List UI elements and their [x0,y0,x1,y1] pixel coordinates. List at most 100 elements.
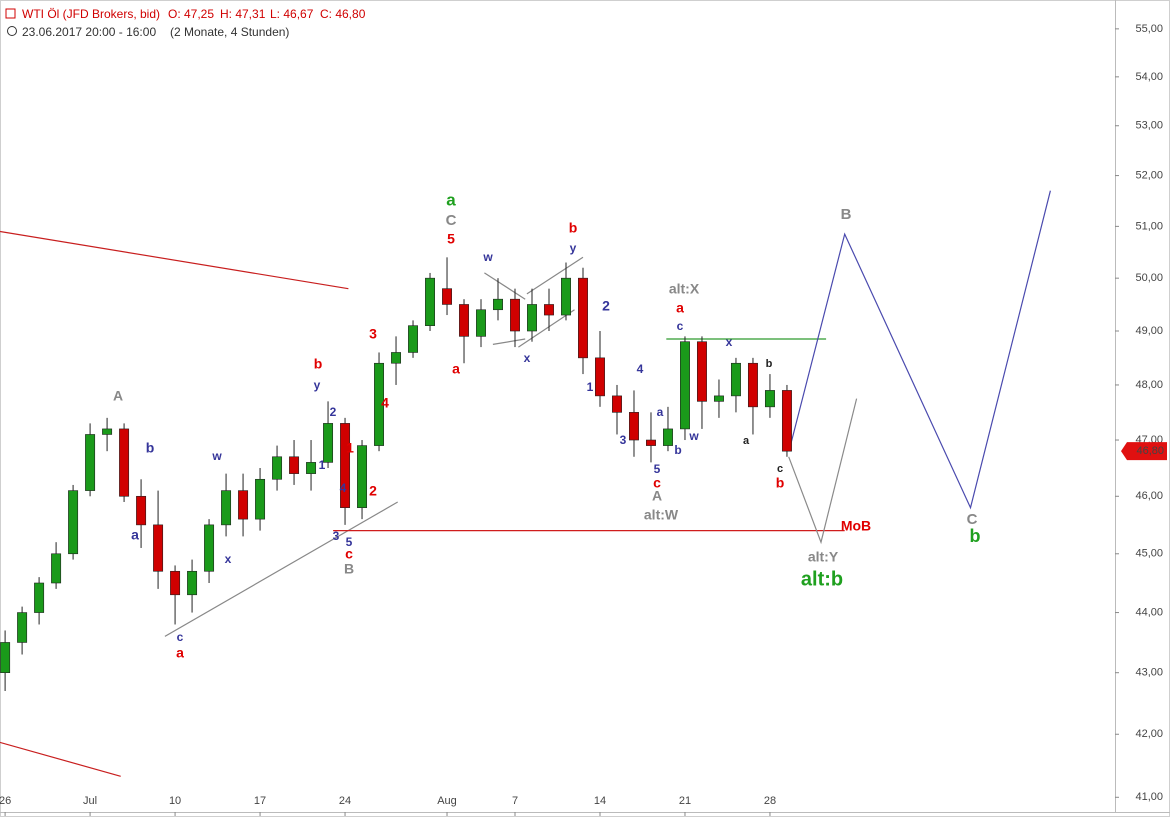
y-tick-label: 48,00 [1135,379,1163,391]
candle-body [102,428,113,435]
wave-label: alt:b [801,568,843,590]
wave-label: alt:X [669,281,700,297]
wave-label: a [131,527,139,543]
wave-label: x [726,335,733,349]
candle-body [306,462,317,474]
wave-label: c [177,630,184,644]
drawing-line [484,272,526,300]
candle-body [476,309,486,337]
wave-label: b [674,443,681,457]
header: WTI Öl (JFD Brokers, bid) O: 47,25 H: 47… [5,7,366,39]
wave-label: y [314,378,321,392]
candle-body [493,298,503,311]
candle-body [170,570,181,596]
candle-body [255,478,266,520]
candle-body [408,325,419,353]
wave-label: w [688,429,699,443]
candle-body [442,288,452,305]
y-tick-label: 52,00 [1135,169,1163,181]
y-tick-label: 44,00 [1135,606,1163,618]
symbol: WTI Öl (JFD Brokers, bid) [22,7,160,21]
x-tick-label: 26 [0,795,11,807]
candle-body [272,456,283,480]
candle-body [612,395,622,413]
wave-label: 5 [346,535,353,549]
candle-body [374,362,385,446]
wave-label: 4 [340,481,347,495]
candle-body [323,423,334,463]
candle-body [663,428,673,446]
wave-label: 4 [381,395,389,411]
wave-label: 3 [620,433,627,447]
drawings [0,190,1051,777]
wave-label: A [652,488,662,504]
wave-label: 5 [447,231,455,247]
candle-body [595,357,605,397]
ohlc-open: O: 47,25 [168,7,214,21]
y-tick-label: 51,00 [1135,220,1163,232]
wave-label: a [176,645,184,661]
candle-body [153,524,164,572]
wave-label: w [211,449,222,463]
candles [0,257,792,692]
wave-label: alt:Y [808,549,839,565]
drawing-line [788,398,858,545]
date-range: 23.06.2017 20:00 - 16:00 [22,25,156,39]
wave-label: b [146,440,155,456]
candle-body [119,428,130,497]
candle-body [340,423,351,508]
candle-body [696,341,707,402]
wave-label: 3 [369,326,377,342]
wave-label: c [345,546,353,562]
wave-label: 2 [330,405,337,419]
wave-label: 5 [654,462,661,476]
candle-body [544,304,554,316]
ohlc-close: C: 46,80 [320,7,366,21]
candle-body [221,490,232,526]
wave-label: 1 [319,458,326,472]
y-tick-label: 42,00 [1135,728,1163,740]
wave-label: 1 [587,380,594,394]
y-tick-label: 46,00 [1135,490,1163,502]
ohlc-low: L: 46,67 [270,7,314,21]
x-tick-label: Aug [437,795,457,807]
period: (2 Monate, 4 Stunden) [170,25,289,39]
candle-body [204,524,215,572]
wave-label: a [452,361,460,377]
drawing-line [492,338,526,345]
clock-icon [7,26,17,36]
y-tick-label: 49,00 [1135,325,1163,337]
wave-label: alt:W [644,507,679,523]
x-tick-label: 28 [764,795,776,807]
x-tick-label: 10 [169,795,181,807]
y-tick-label: 54,00 [1135,71,1163,83]
wave-label: A [113,388,123,404]
y-tick-label: 55,00 [1135,23,1163,35]
y-tick-label: 50,00 [1135,272,1163,284]
candle-body [17,612,28,643]
candle-body [289,456,300,474]
symbol-icon [5,8,16,19]
wave-label: MoB [841,518,871,534]
candle-body [136,495,147,526]
x-tick-label: 21 [679,795,691,807]
wave-label: 2 [602,298,610,314]
x-tick-label: Jul [83,795,97,807]
candle-body [459,304,469,337]
x-tick-label: 14 [594,795,606,807]
wave-label: c [777,463,783,475]
candle-body [578,277,588,359]
wave-label: c [677,319,684,333]
candle-body [51,553,62,584]
candle-body [646,439,656,446]
candle-body [561,277,571,316]
candle-body [357,445,368,508]
wave-label: x [524,351,531,365]
candle-body [747,362,758,408]
drawing-line [789,190,1051,510]
wave-label: b [569,220,578,236]
wave-label: C [446,212,457,229]
candle-body [238,490,249,520]
